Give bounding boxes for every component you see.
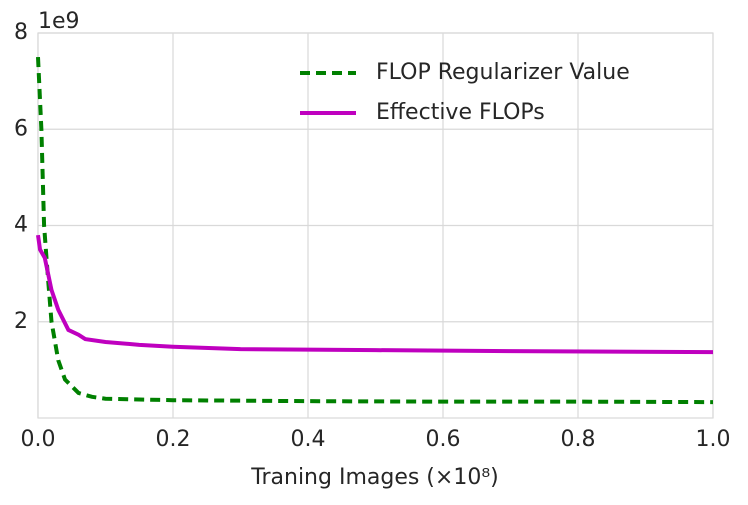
x-axis-label: Traning Images (×10⁸) <box>250 465 498 490</box>
x-tick-label: 1.0 <box>696 427 731 452</box>
data-line <box>36 234 714 355</box>
legend-label: Effective FLOPs <box>376 100 545 125</box>
data-line <box>36 56 714 405</box>
y-tick-label: 6 <box>14 116 28 141</box>
plot-frame <box>37 32 714 419</box>
x-tick-label: 0.8 <box>561 427 596 452</box>
legend-label: FLOP Regularizer Value <box>376 60 630 85</box>
y-tick-label: 2 <box>14 309 28 334</box>
x-tick-label: 0.0 <box>21 427 56 452</box>
y-tick-label: 4 <box>14 213 28 238</box>
x-tick-label: 0.6 <box>426 427 461 452</box>
x-tick-label: 0.4 <box>291 427 326 452</box>
x-tick-label: 0.2 <box>156 427 191 452</box>
y-offset-label: 1e9 <box>38 9 80 34</box>
y-tick-label: 8 <box>14 20 28 45</box>
